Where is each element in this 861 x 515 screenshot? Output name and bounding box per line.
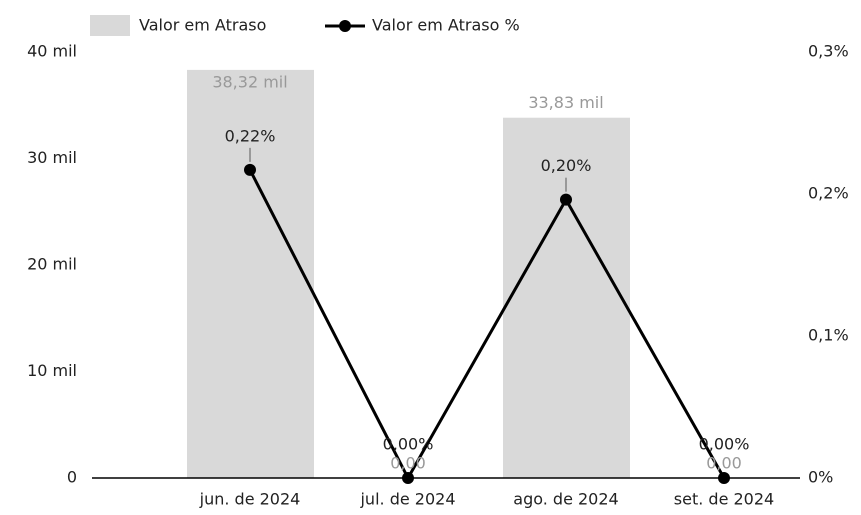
line	[248, 169, 726, 482]
legend-dot	[339, 20, 351, 32]
line-value-label: 0,22%	[225, 126, 276, 145]
bar-value-label: 33,83 mil	[528, 93, 603, 112]
x-tick-label: set. de 2024	[674, 490, 774, 509]
line-point	[244, 163, 256, 176]
line-point	[560, 193, 572, 206]
bar-value-label: 0,00	[390, 454, 426, 473]
y-tick-label: 40 mil	[27, 42, 77, 61]
legend-swatch	[90, 15, 130, 36]
y-tick-label: 20 mil	[27, 255, 77, 274]
x-tick-label: jul. de 2024	[359, 490, 455, 509]
line-value-label: 0,20%	[541, 156, 592, 175]
y2-tick-label: 0,3%	[808, 42, 849, 61]
y-tick-label: 10 mil	[27, 361, 77, 380]
line-point	[402, 472, 414, 484]
legend-label: Valor em Atraso %	[372, 16, 520, 35]
bar-value-label: 38,32 mil	[212, 72, 287, 91]
x-tick-label: ago. de 2024	[513, 490, 618, 509]
bar	[187, 69, 314, 478]
y2-tick-label: 0,1%	[808, 326, 849, 345]
y2-tick-label: 0,2%	[808, 184, 849, 203]
y2-tick-label: 0%	[808, 468, 833, 487]
line-value-label: 0,00%	[699, 435, 750, 454]
line-point	[718, 472, 730, 484]
y-tick-label: 0	[67, 468, 77, 487]
y-tick-label: 30 mil	[27, 148, 77, 167]
legend-label: Valor em Atraso	[139, 16, 266, 35]
bar-value-label: 0,00	[706, 454, 742, 473]
line-value-label: 0,00%	[383, 435, 434, 454]
x-tick-label: jun. de 2024	[199, 490, 301, 509]
